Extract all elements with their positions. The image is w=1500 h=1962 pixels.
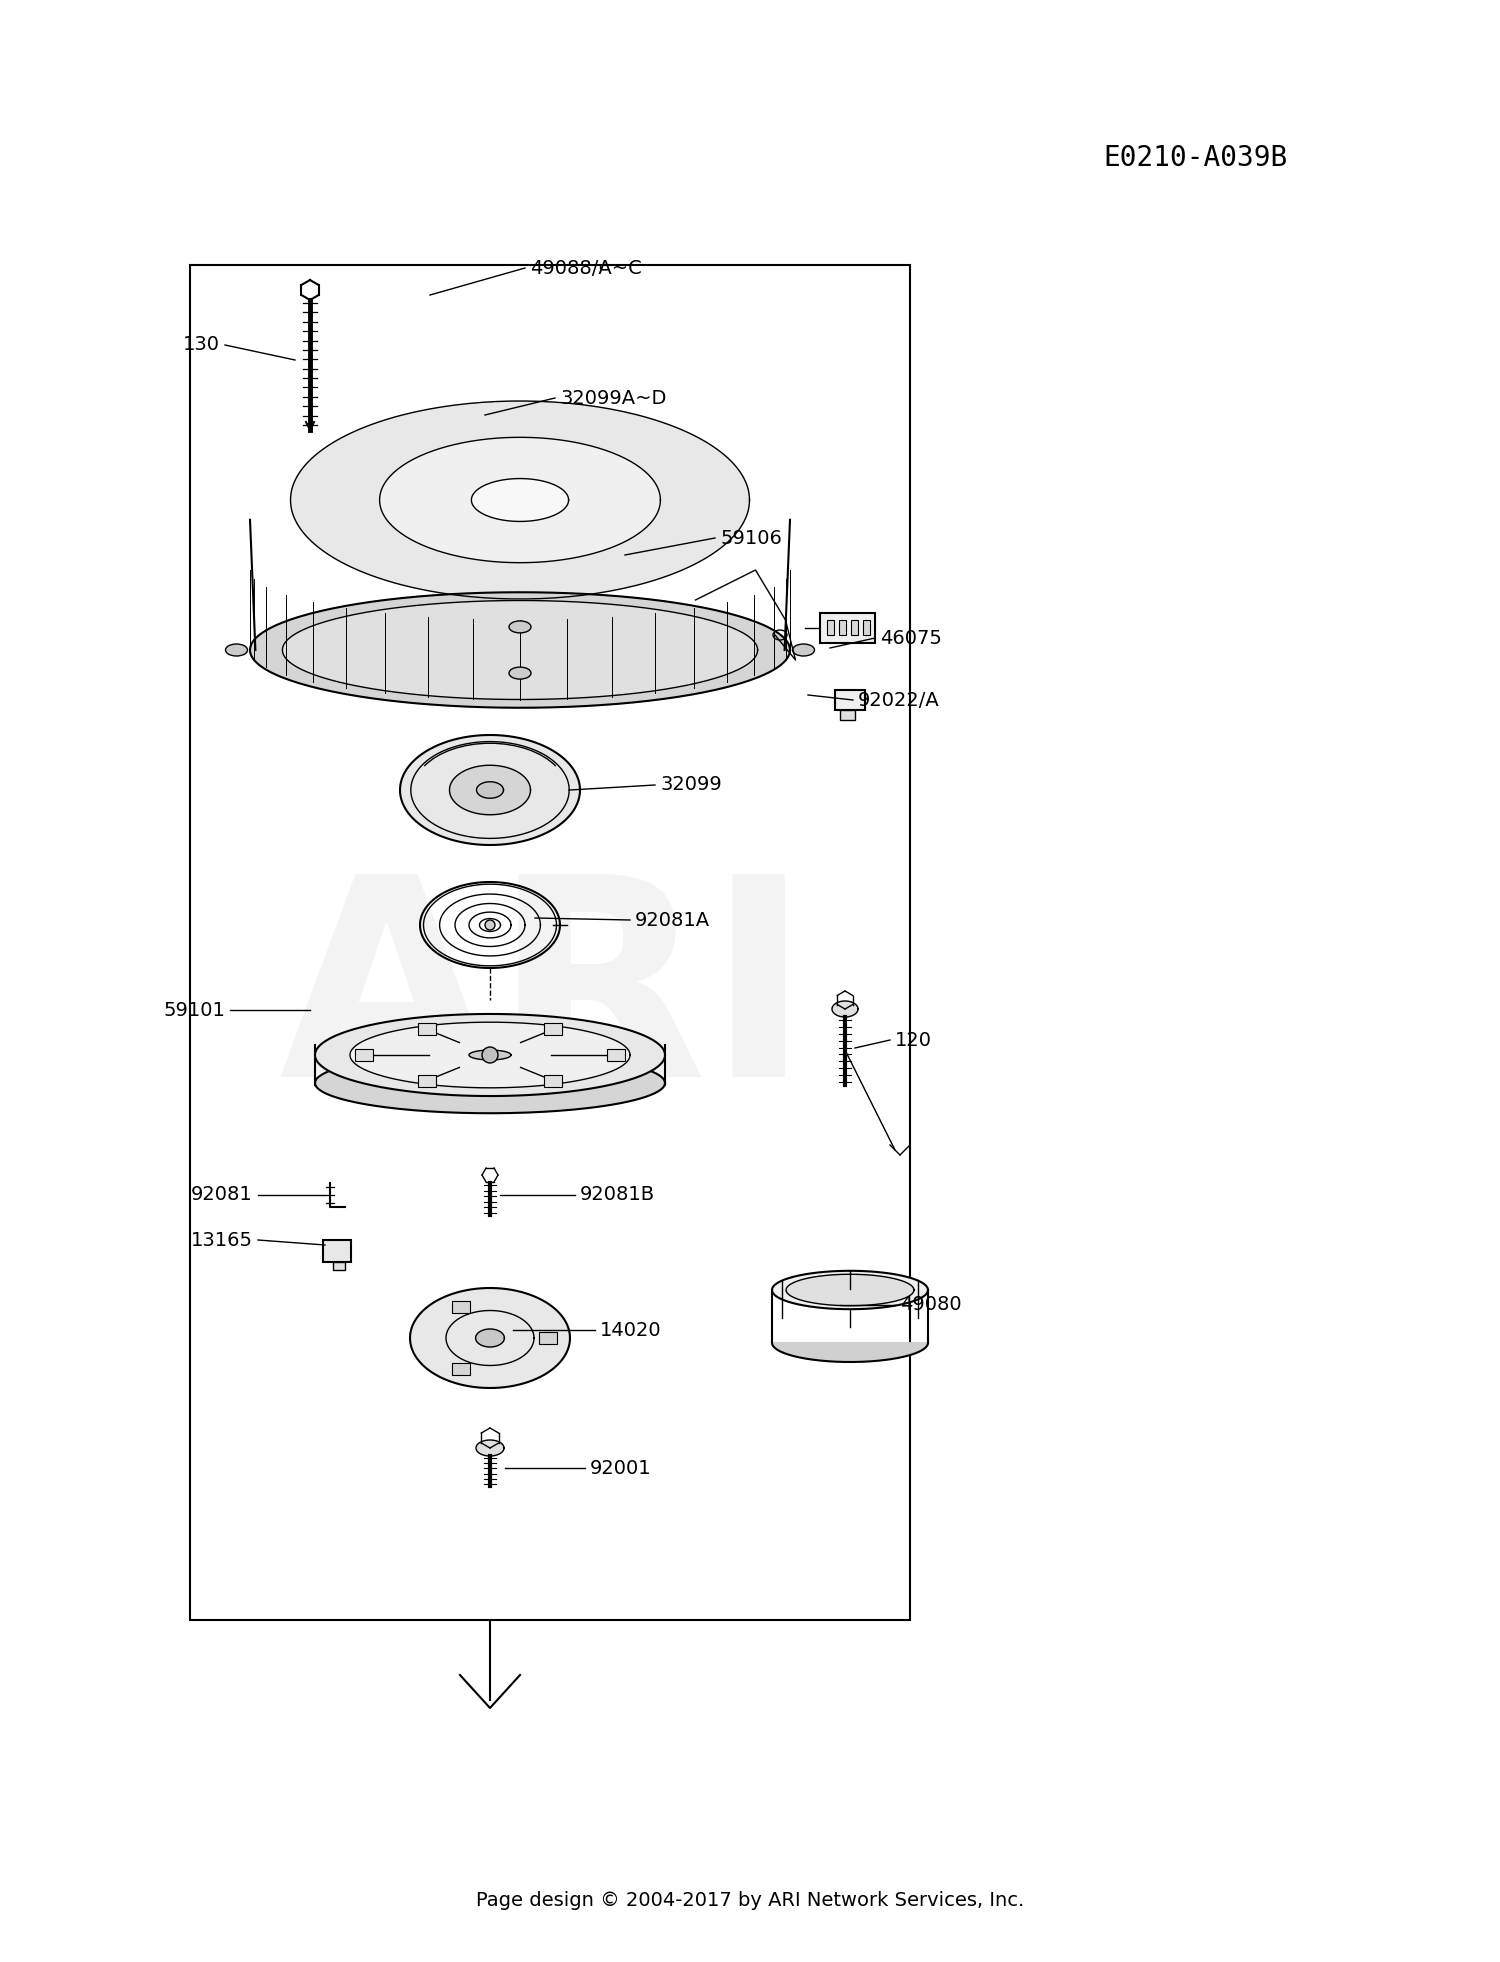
Polygon shape: [833, 1001, 858, 1016]
Bar: [419, 1075, 436, 1087]
Polygon shape: [380, 438, 660, 563]
Bar: [839, 620, 846, 636]
Text: Page design © 2004-2017 by ARI Network Services, Inc.: Page design © 2004-2017 by ARI Network S…: [476, 1891, 1024, 1909]
Polygon shape: [786, 1273, 914, 1307]
Polygon shape: [282, 600, 758, 700]
Circle shape: [482, 1048, 498, 1063]
Polygon shape: [477, 781, 504, 799]
Polygon shape: [291, 400, 750, 598]
Text: ARI: ARI: [279, 865, 812, 1134]
Bar: [827, 620, 834, 636]
Text: 92081B: 92081B: [580, 1185, 656, 1205]
Circle shape: [484, 920, 495, 930]
Text: 92001: 92001: [590, 1458, 651, 1477]
Polygon shape: [470, 1050, 512, 1059]
Bar: [322, 1240, 351, 1262]
Polygon shape: [315, 1054, 664, 1112]
Text: 46075: 46075: [880, 628, 942, 647]
Polygon shape: [476, 1328, 504, 1348]
Polygon shape: [410, 1287, 570, 1387]
Polygon shape: [400, 736, 580, 846]
Bar: [333, 1262, 345, 1269]
Text: 32099: 32099: [660, 775, 722, 795]
Text: 120: 120: [896, 1030, 932, 1050]
Ellipse shape: [792, 644, 814, 655]
Ellipse shape: [509, 620, 531, 634]
Bar: [544, 1075, 562, 1087]
Bar: [850, 620, 858, 636]
Bar: [190, 265, 910, 1621]
Text: 49088/A~C: 49088/A~C: [530, 259, 642, 277]
Text: 32099A~D: 32099A~D: [560, 388, 666, 408]
Polygon shape: [471, 479, 568, 522]
Polygon shape: [772, 1271, 928, 1309]
Text: 92022/A: 92022/A: [858, 691, 939, 710]
Bar: [862, 620, 870, 636]
Polygon shape: [315, 1014, 664, 1097]
Bar: [544, 1024, 562, 1036]
Bar: [821, 612, 874, 644]
Polygon shape: [450, 765, 531, 814]
Text: 13165: 13165: [190, 1230, 254, 1250]
Bar: [840, 710, 855, 720]
Ellipse shape: [509, 667, 531, 679]
Text: 130: 130: [183, 336, 220, 355]
Bar: [419, 1024, 436, 1036]
Text: 49080: 49080: [900, 1295, 962, 1315]
Text: 59106: 59106: [720, 528, 782, 547]
Bar: [452, 1301, 470, 1313]
Text: 92081: 92081: [192, 1185, 254, 1205]
Text: E0210-A039B: E0210-A039B: [1102, 143, 1287, 173]
Polygon shape: [476, 1440, 504, 1456]
Bar: [836, 691, 866, 710]
Bar: [608, 1050, 625, 1061]
Polygon shape: [772, 1342, 928, 1362]
Text: 14020: 14020: [600, 1320, 662, 1340]
Polygon shape: [251, 593, 790, 708]
Bar: [452, 1364, 470, 1375]
Bar: [356, 1050, 374, 1061]
Ellipse shape: [225, 644, 248, 655]
Polygon shape: [350, 1022, 630, 1087]
Text: 59101: 59101: [164, 1001, 225, 1020]
Bar: [538, 1332, 556, 1344]
Text: 92081A: 92081A: [634, 910, 710, 930]
